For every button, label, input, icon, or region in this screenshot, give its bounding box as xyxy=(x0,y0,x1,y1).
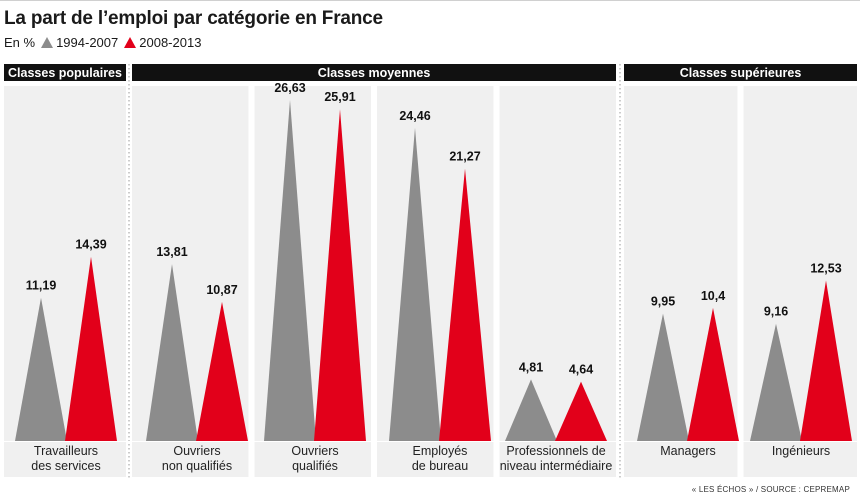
category-label: de bureau xyxy=(412,459,468,473)
value-label: 9,16 xyxy=(764,305,788,319)
value-label: 4,64 xyxy=(569,363,593,377)
triangle-1994-2007 xyxy=(264,100,316,441)
triangle-2008-2013 xyxy=(555,381,607,441)
value-label: 14,39 xyxy=(75,238,106,252)
category-label: Travailleurs xyxy=(34,444,98,458)
triangle-1994-2007 xyxy=(750,323,802,441)
source-note: « LES ÉCHOS » / SOURCE : CEPREMAP xyxy=(691,485,850,494)
group-header-bar xyxy=(624,64,857,81)
unit-label: En % xyxy=(4,35,36,50)
triangle-2008-2013 xyxy=(314,109,366,442)
group-header-label: Classes supérieures xyxy=(680,66,802,80)
group-header-bar xyxy=(4,64,126,81)
value-label: 12,53 xyxy=(810,262,841,276)
value-label: 24,46 xyxy=(399,109,430,123)
category-label: Employés xyxy=(413,444,468,458)
category-label: Ouvriers xyxy=(173,444,220,458)
group-header-label: Classes moyennes xyxy=(318,66,431,80)
legend: En % 1994-2007 2008-2013 xyxy=(4,35,201,50)
category-label: Professionnels de xyxy=(506,444,605,458)
group-header-bar xyxy=(132,64,616,81)
category-label: des services xyxy=(31,459,100,473)
category-label: qualifiés xyxy=(292,459,338,473)
triangle-2008-2013 xyxy=(439,168,491,441)
legend-item-2008-2013: 2008-2013 xyxy=(118,35,201,50)
legend-red-triangle-icon xyxy=(124,37,137,48)
chart-title: La part de l’emploi par catégorie en Fra… xyxy=(4,8,383,29)
value-label: 21,27 xyxy=(449,150,480,164)
legend-label-1994-2007: 1994-2007 xyxy=(56,35,119,50)
value-label: 26,63 xyxy=(274,81,305,95)
legend-label-2008-2013: 2008-2013 xyxy=(139,35,202,50)
triangle-1994-2007 xyxy=(637,313,689,441)
category-label: non qualifiés xyxy=(162,459,232,473)
top-rule xyxy=(0,0,860,1)
triangle-1994-2007 xyxy=(505,379,557,441)
triangle-1994-2007 xyxy=(389,127,441,441)
legend-item-1994-2007: 1994-2007 xyxy=(35,35,118,50)
value-label: 4,81 xyxy=(519,360,543,374)
triangle-2008-2013 xyxy=(800,280,852,441)
category-label: Managers xyxy=(660,444,716,458)
category-label: niveau intermédiaire xyxy=(500,459,613,473)
category-label: Ingénieurs xyxy=(772,444,830,458)
group-header-label: Classes populaires xyxy=(8,66,122,80)
value-label: 13,81 xyxy=(156,245,187,259)
value-label: 10,4 xyxy=(701,289,725,303)
triangle-2008-2013 xyxy=(687,307,739,441)
triangle-2008-2013 xyxy=(196,301,248,441)
value-label: 11,19 xyxy=(26,279,57,293)
category-label: Ouvriers xyxy=(291,444,338,458)
value-label: 10,87 xyxy=(206,283,237,297)
triangle-1994-2007 xyxy=(15,297,67,441)
triangle-2008-2013 xyxy=(65,256,117,441)
triangle-1994-2007 xyxy=(146,264,198,441)
legend-grey-triangle-icon xyxy=(41,37,54,48)
value-label: 9,95 xyxy=(651,295,675,309)
value-label: 25,91 xyxy=(324,90,355,104)
